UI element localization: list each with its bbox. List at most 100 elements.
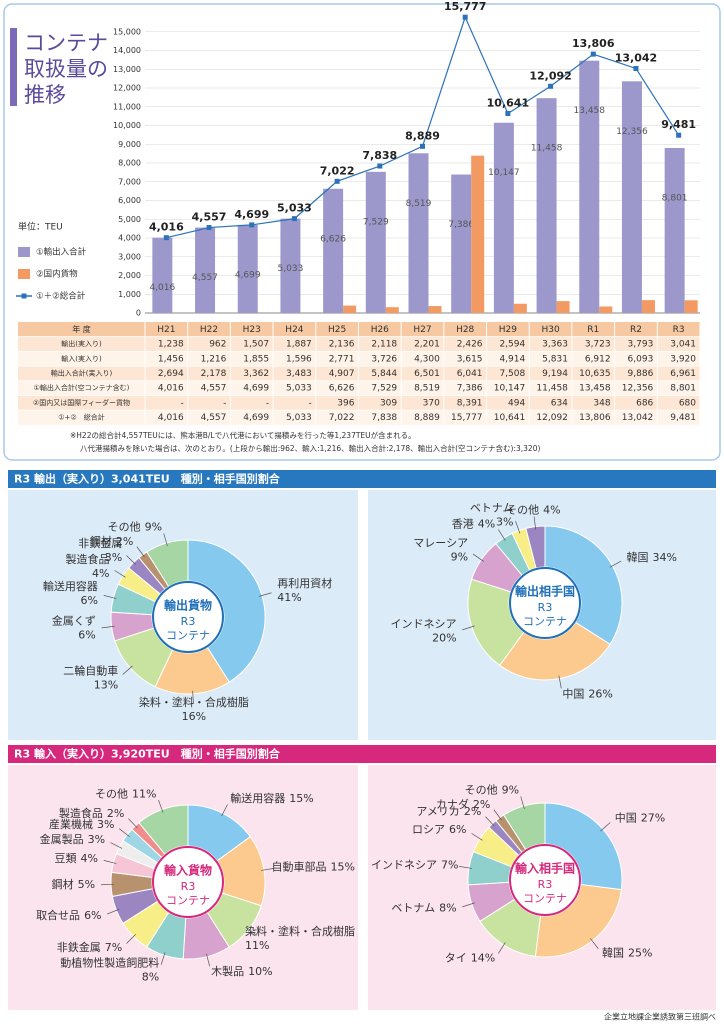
table-cell: 13,806: [579, 413, 611, 423]
leader-line: [558, 675, 562, 689]
pie-label-value: 11%: [245, 939, 269, 952]
leader-line: [485, 816, 495, 827]
table-row-label: ①輸出入合計(空コンテナ含む): [34, 383, 130, 392]
table-cell: 12,356: [622, 384, 654, 394]
pie-center: [152, 581, 224, 653]
pie-label-value: 4%: [92, 567, 109, 580]
bar-value-label: 10,147: [488, 168, 520, 178]
table-cell: -: [180, 398, 183, 408]
table-cell: 3,363: [542, 340, 568, 350]
pie-label-name: ロシア: [412, 823, 445, 836]
leader-line: [459, 866, 472, 869]
section-title: R3 輸出（実入り）3,041TEU 種別・相手国別割合: [14, 472, 281, 486]
pie-label-value: 8%: [439, 902, 456, 915]
pie-label-name: 製造食品: [65, 552, 109, 566]
table-corner: 年 度: [72, 324, 91, 334]
table-cell: 7,508: [499, 369, 525, 379]
bar-value-label: 12,356: [616, 127, 648, 137]
leader-line: [126, 555, 136, 565]
leader-line: [600, 822, 611, 832]
leader-line: [472, 553, 484, 562]
table-cell: 15,777: [451, 413, 483, 423]
y-tick-label: 8,000: [118, 159, 141, 168]
table-cell: 3,726: [371, 354, 397, 364]
bar-value-label: 6,626: [320, 234, 346, 244]
table-cell: 6,912: [585, 354, 611, 364]
pie-label-value: 3%: [88, 833, 105, 846]
line-value-label: 4,557: [192, 211, 227, 224]
pie-label-value: 27%: [641, 811, 665, 824]
table-cell: 3,615: [457, 354, 483, 364]
table-row-label: ②国内又は国際フィーダー貨物: [33, 398, 130, 407]
y-tick-label: 10,000: [113, 121, 141, 130]
table-cell: 396: [337, 398, 354, 408]
pie-label-name: 輸送用容器: [230, 791, 285, 805]
section-header: [8, 470, 716, 488]
pie-label-name: 木製品: [211, 964, 244, 978]
pie-label-name: 鋼材: [52, 877, 74, 891]
table-cell: 1,238: [158, 340, 184, 350]
pie-label-value: 7%: [441, 858, 458, 871]
leader-line: [590, 938, 599, 949]
y-tick-label: 3,000: [118, 252, 141, 261]
pie-label-value: 2%: [473, 798, 490, 811]
leader-line: [221, 804, 228, 817]
line-point: [548, 83, 554, 89]
table-cell: 2,771: [329, 354, 355, 364]
pie-center-text: コンテナ: [166, 894, 210, 907]
table-header: H30: [541, 325, 559, 335]
line-point: [206, 225, 212, 231]
bar: [493, 122, 514, 314]
pie-center-text: 輸出相手国: [515, 584, 575, 599]
pie-label-name: その他: [506, 504, 539, 517]
unit: 単位：TEU: [18, 221, 63, 233]
pie-center-text: 輸入相手国: [515, 861, 575, 876]
table-cell: 6,961: [670, 369, 696, 379]
pie-label-value: 6%: [449, 823, 466, 836]
table-cell: 10,641: [494, 413, 526, 423]
line-point: [334, 178, 340, 184]
table-cell: 6,626: [329, 384, 355, 394]
table-cell: 2,594: [499, 340, 525, 350]
table-cell: 5,831: [542, 354, 568, 364]
pie-label: カナダ 2%: [436, 797, 490, 811]
table-cell: 8,519: [414, 384, 440, 394]
table-cell: 13,042: [622, 413, 654, 423]
leader-line: [126, 934, 136, 944]
pie-label: 動植物性製造飼肥料 8%: [60, 955, 159, 983]
table-header: H28: [456, 325, 474, 335]
pie-label: インドネシア 20%: [391, 618, 457, 645]
table-cell: 6,501: [414, 369, 440, 379]
pie-label: その他 4%: [506, 504, 560, 517]
pie-label: 染料・塗料・合成樹脂 11%: [245, 924, 355, 952]
line-value-label: 12,092: [529, 69, 571, 82]
pie-label-value: 2%: [107, 807, 124, 820]
pie-label: ベトナム 3%: [470, 501, 514, 528]
pie-label-name: 二輪自動車: [63, 664, 118, 678]
table-cell: 3,793: [628, 340, 654, 350]
pie-center-text: コンテナ: [166, 629, 210, 642]
pie-label-name: 中国: [562, 687, 584, 700]
line-point: [420, 143, 425, 149]
pie-label-value: 3%: [105, 551, 122, 564]
leader-line: [493, 809, 502, 821]
legend-swatch: [18, 247, 30, 257]
pie-label-value: 34%: [652, 551, 676, 564]
bar: [641, 300, 655, 313]
legend-swatch: [21, 293, 27, 299]
pie-label: 金属くず 6%: [52, 614, 96, 642]
table-cell: 8,889: [414, 413, 440, 423]
pie-label-value: 2%: [464, 805, 481, 818]
leader-line: [163, 533, 168, 547]
legend-swatch: [18, 269, 30, 279]
line-value-label: 9,481: [661, 118, 696, 131]
table-cell: 2,426: [457, 340, 483, 350]
pie-label-value: 2%: [116, 535, 133, 548]
table-cell: 3,483: [286, 369, 312, 379]
leader-line: [462, 902, 475, 908]
pie-label: 鋼材 5%: [52, 877, 95, 891]
line-value-label: 7,022: [320, 164, 355, 177]
pie-label: その他 11%: [95, 787, 156, 800]
pie-label: マレーシア 9%: [413, 537, 468, 564]
table-cell: 5,033: [286, 413, 312, 423]
